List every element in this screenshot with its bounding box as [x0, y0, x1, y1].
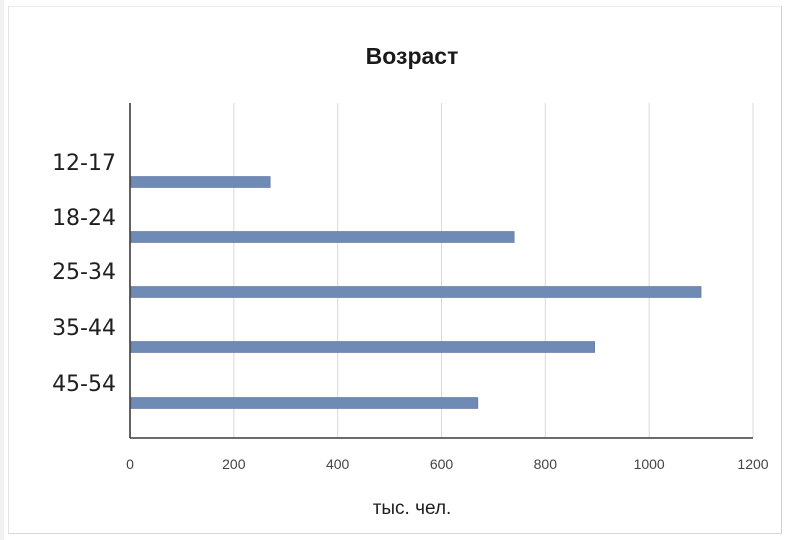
grid-lines — [233, 103, 754, 438]
chart-frame — [8, 6, 782, 534]
x-tick-labels: 0 200 400 600 800 1000 1200 — [126, 456, 769, 472]
x-axis-title: тыс. чел. — [373, 498, 452, 519]
x-tick-1200: 1200 — [737, 456, 768, 472]
bar-35-44 — [130, 341, 595, 353]
x-tick-400: 400 — [326, 456, 350, 472]
bar-45-54 — [130, 397, 479, 409]
x-tick-600: 600 — [430, 456, 454, 472]
chart-title: Возраст — [366, 43, 459, 69]
category-labels: 12-17 18-24 25-34 35-44 45-54 — [52, 151, 116, 397]
axes — [129, 103, 753, 439]
x-tick-800: 800 — [534, 456, 558, 472]
bar-12-17 — [130, 176, 271, 188]
category-label-18-24: 18-24 — [52, 206, 116, 231]
left-edge-decor — [0, 0, 4, 540]
bar-25-34 — [130, 286, 702, 298]
category-label-25-34: 25-34 — [52, 260, 116, 285]
category-label-12-17: 12-17 — [52, 151, 116, 176]
x-tick-1000: 1000 — [634, 456, 665, 472]
bar-18-24 — [130, 231, 515, 243]
bars — [130, 176, 702, 409]
category-label-45-54: 45-54 — [52, 372, 116, 397]
x-tick-0: 0 — [126, 456, 134, 472]
x-tick-200: 200 — [222, 456, 246, 472]
category-label-35-44: 35-44 — [52, 316, 116, 341]
